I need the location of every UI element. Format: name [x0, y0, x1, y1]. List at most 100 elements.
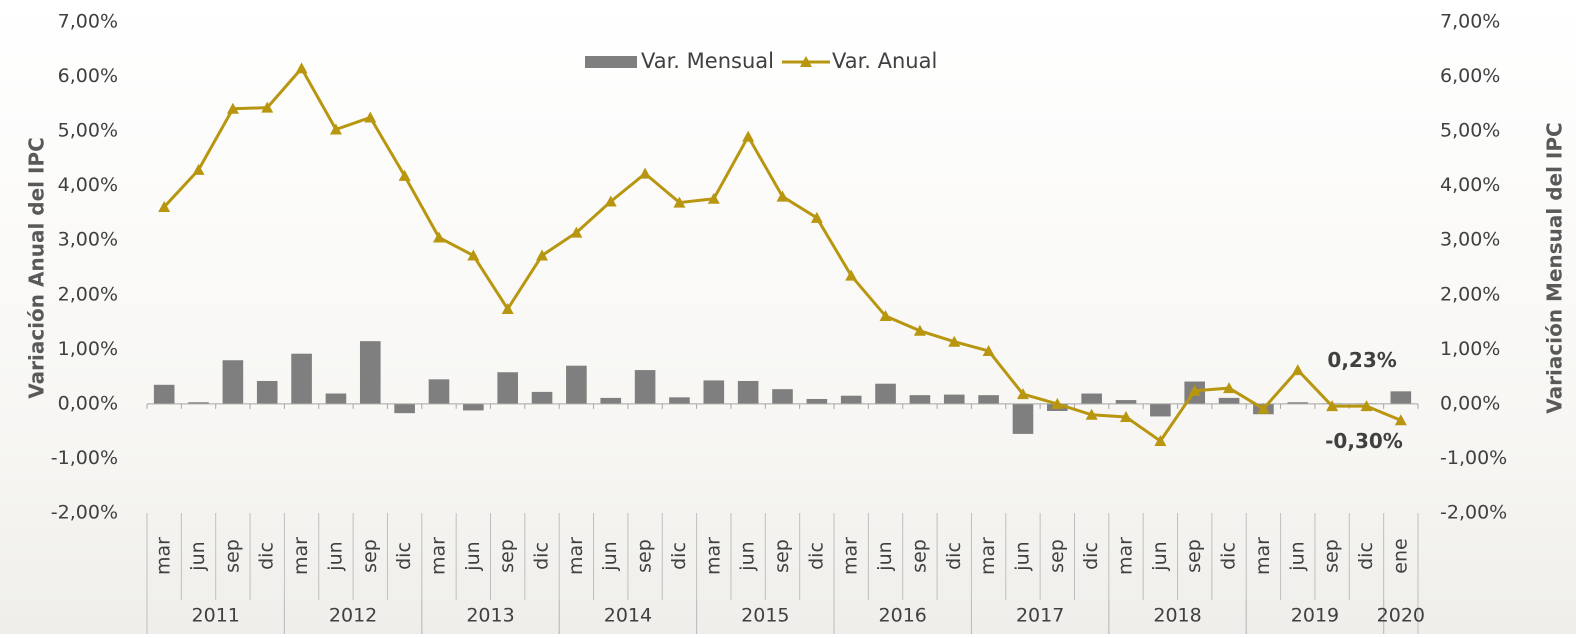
x-tick-label: mar [1252, 537, 1274, 575]
bar [566, 365, 587, 404]
line-marker [432, 231, 445, 243]
x-tick-label: sep [221, 539, 243, 573]
x-tick-label: dic [805, 542, 827, 570]
line-marker [776, 190, 789, 202]
x-tick-label: dic [1355, 542, 1377, 570]
y-tick-label: -1,00% [51, 447, 118, 469]
line-marker [673, 196, 686, 208]
line-marker [707, 192, 720, 204]
data-label: -0,30% [1325, 429, 1403, 453]
group-label: 2015 [741, 605, 789, 627]
group-label: 2019 [1291, 605, 1339, 627]
bar [669, 397, 690, 404]
bar [428, 379, 450, 404]
legend-label: Var. Mensual [641, 49, 774, 73]
group-label: 2011 [192, 605, 240, 627]
x-tick-label: ene [1389, 538, 1411, 573]
bar [772, 389, 793, 404]
bar [840, 395, 862, 404]
line-marker [948, 335, 961, 347]
y-tick-label: 5,00% [58, 120, 118, 142]
x-tick-label: sep [1321, 539, 1343, 573]
y2-axis-title: Variación Mensual del IPC [1543, 122, 1567, 413]
line-marker [845, 269, 858, 281]
x-tick-label: mar [565, 537, 587, 575]
bar [737, 380, 759, 404]
line-marker [1257, 402, 1270, 414]
line-marker [226, 102, 239, 114]
x-tick-label: jun [462, 541, 484, 571]
line-marker [329, 123, 342, 135]
bar [1150, 403, 1171, 417]
line-marker [570, 226, 583, 238]
group-label: 2016 [879, 605, 927, 627]
legend-marker [799, 56, 812, 67]
line-marker [1291, 364, 1304, 376]
x-tick-label: jun [324, 541, 346, 571]
y2-tick-label: 7,00% [1440, 11, 1500, 33]
line-marker [261, 101, 274, 113]
bar [256, 380, 278, 404]
x-tick-label: dic [668, 542, 690, 570]
line-marker [982, 344, 995, 356]
line-marker [1016, 388, 1029, 400]
y2-tick-label: 3,00% [1440, 229, 1500, 251]
line-marker [1154, 434, 1167, 446]
bar [153, 384, 175, 404]
bar [1390, 391, 1412, 404]
line-marker [1223, 382, 1236, 394]
line-marker [158, 200, 171, 212]
y2-tick-label: 4,00% [1440, 174, 1500, 196]
x-tick-label: mar [290, 537, 312, 575]
line-marker [913, 324, 926, 336]
group-label: 2018 [1153, 605, 1201, 627]
x-tick-label: dic [531, 542, 553, 570]
bar [978, 395, 999, 404]
bar [875, 383, 896, 404]
line-marker [1085, 408, 1098, 420]
y2-tick-label: 2,00% [1440, 283, 1500, 305]
y2-tick-label: 1,00% [1440, 338, 1500, 360]
x-tick-label: jun [1286, 541, 1308, 571]
x-tick-label: mar [840, 537, 862, 575]
bar [1081, 393, 1102, 404]
x-tick-label: dic [1080, 542, 1102, 570]
x-tick-label: dic [943, 542, 965, 570]
line-marker [467, 249, 480, 261]
y-tick-label: 4,00% [58, 174, 118, 196]
legend-label: Var. Anual [832, 49, 937, 73]
x-tick-label: sep [771, 539, 793, 573]
line-marker [1188, 384, 1201, 396]
bar [394, 403, 415, 414]
group-label: 2017 [1016, 605, 1064, 627]
line-marker [1394, 414, 1407, 426]
bar [909, 395, 931, 404]
group-label: 2013 [466, 605, 514, 627]
bar [325, 393, 347, 404]
x-tick-label: jun [1149, 541, 1171, 571]
bar [463, 403, 484, 411]
x-tick-label: jun [599, 541, 621, 571]
x-tick-label: jun [737, 541, 759, 571]
line-marker [1120, 410, 1133, 422]
x-tick-label: dic [256, 542, 278, 570]
bar [634, 370, 656, 404]
line-marker [604, 195, 617, 207]
x-tick-label: sep [496, 539, 518, 573]
line-marker [364, 111, 377, 123]
bar [1115, 400, 1137, 404]
y2-tick-label: 5,00% [1440, 120, 1500, 142]
line-marker [398, 169, 411, 181]
x-tick-label: mar [153, 537, 175, 575]
group-label: 2020 [1377, 605, 1425, 627]
y-tick-label: 0,00% [58, 392, 118, 414]
line-marker [295, 62, 308, 74]
bar [291, 353, 312, 404]
bar [1287, 402, 1309, 404]
x-tick-label: sep [1183, 539, 1205, 573]
line-marker [1360, 400, 1373, 412]
x-tick-label: jun [187, 541, 209, 571]
x-tick-label: mar [702, 537, 724, 575]
